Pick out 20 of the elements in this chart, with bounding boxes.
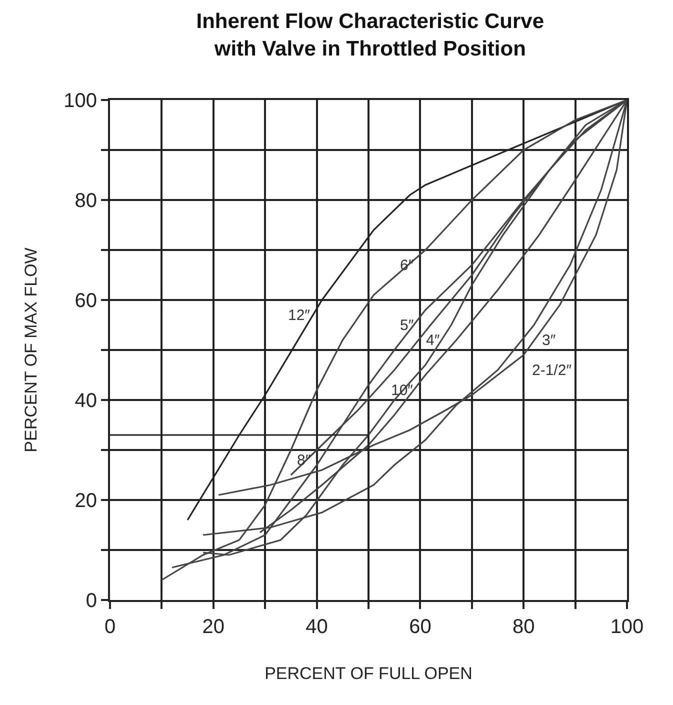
y-axis-title: PERCENT OF MAX FLOW: [22, 248, 41, 452]
x-tick-label: 60: [409, 616, 432, 638]
x-tick-label: 40: [306, 616, 328, 638]
annotation: 2-1/2″: [532, 362, 572, 379]
x-tick-label: 0: [104, 616, 116, 638]
annotation: 4″: [426, 332, 440, 349]
y-tick-label: 80: [74, 190, 97, 212]
annotation: 5″: [400, 317, 414, 334]
y-tick-label: 100: [64, 90, 97, 112]
x-tick-label: 100: [610, 616, 644, 638]
y-tick-label: 0: [86, 590, 97, 612]
chart-title: Inherent Flow Characteristic Curve with Valve in Throttled Position: [196, 10, 544, 60]
y-tick-label: 60: [74, 290, 97, 312]
annotation: 12″: [288, 307, 311, 324]
x-tick-label: 20: [202, 616, 225, 638]
annotation: 3″: [542, 332, 556, 349]
y-tick-label: 40: [74, 390, 97, 412]
x-axis-title: PERCENT OF FULL OPEN: [264, 664, 472, 683]
x-tick-label: 80: [512, 616, 535, 638]
y-tick-label: 20: [74, 490, 97, 512]
